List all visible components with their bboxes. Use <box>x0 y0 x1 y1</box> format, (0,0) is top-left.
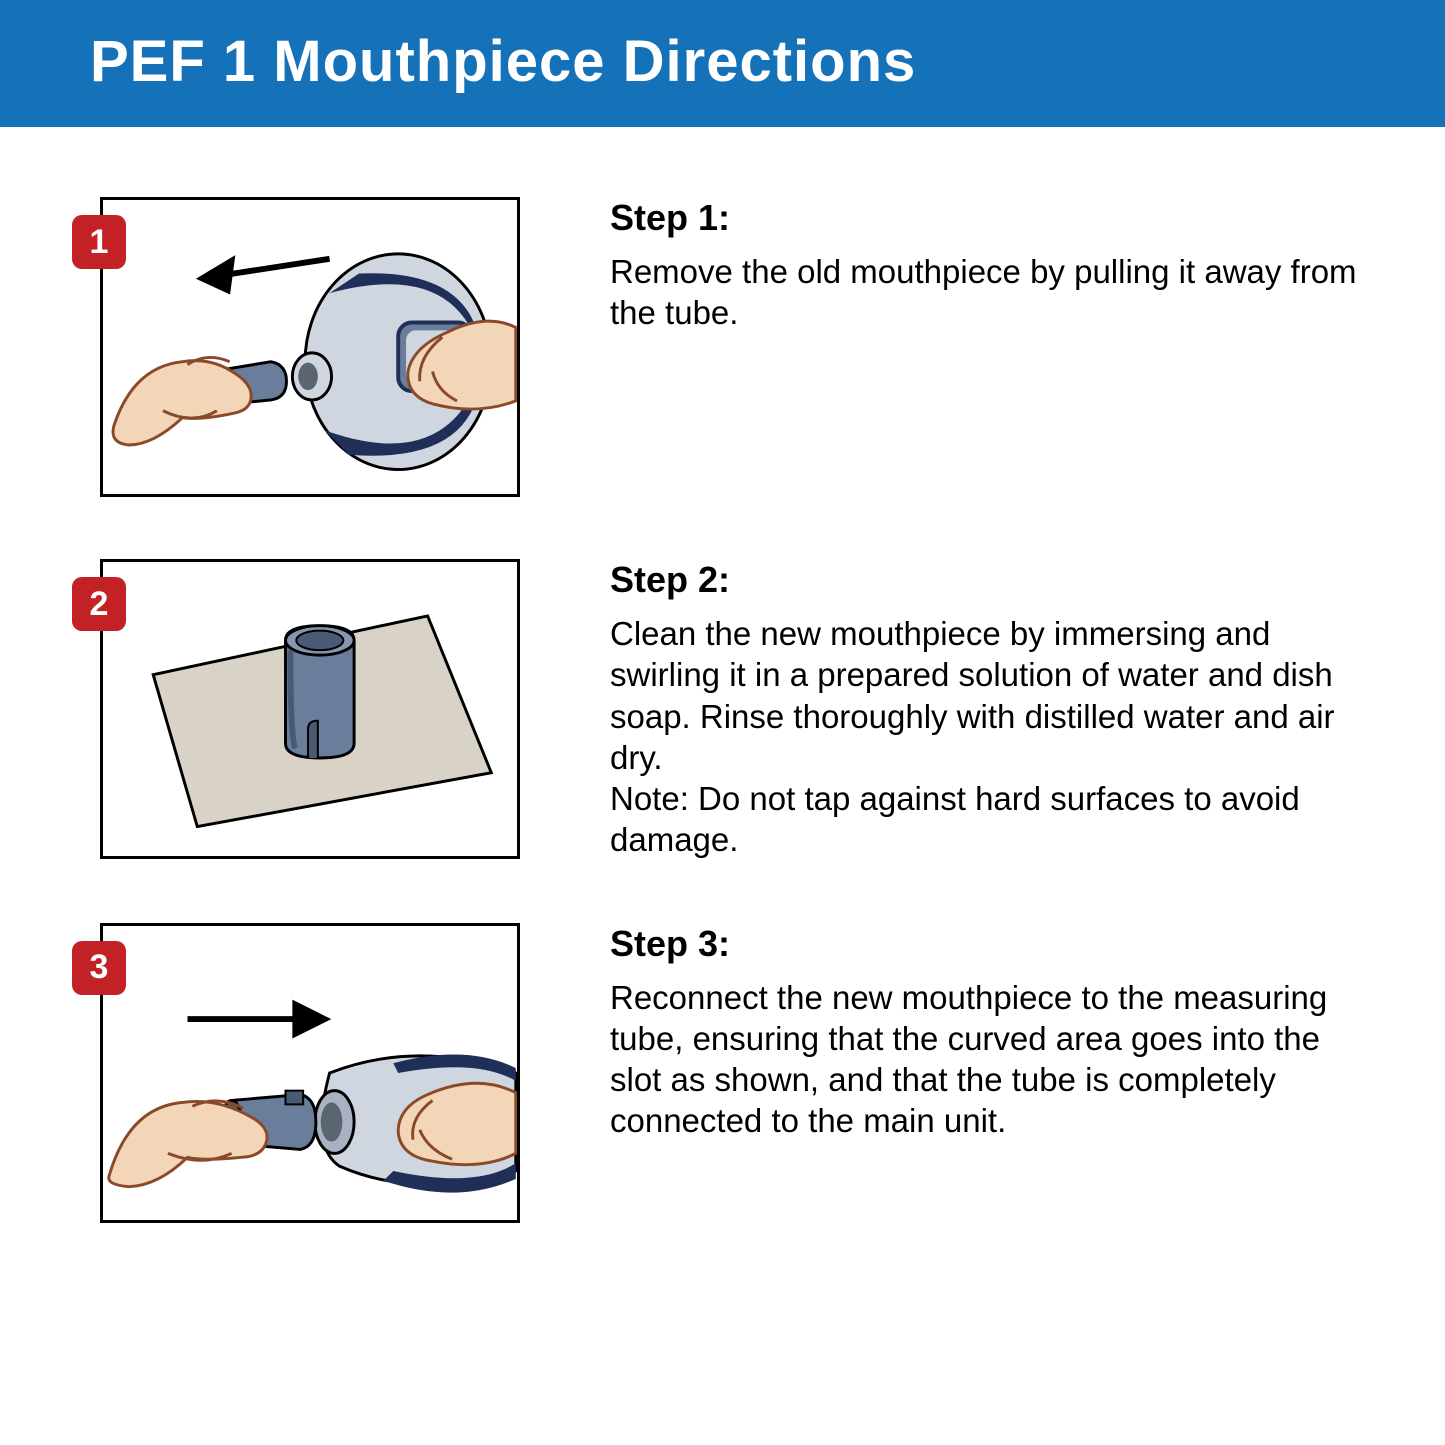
illustration-3 <box>100 923 520 1223</box>
illustration-1 <box>100 197 520 497</box>
step-title-2: Step 2: <box>610 559 1360 601</box>
title-banner: PEF 1 Mouthpiece Directions <box>0 0 1445 127</box>
step-body-1: Remove the old mouthpiece by pulling it … <box>610 251 1360 334</box>
step-row-1: 1 <box>100 197 1360 497</box>
content-area: 1 <box>0 127 1445 1223</box>
step-badge-3: 3 <box>72 941 126 995</box>
step-text-3: Step 3: Reconnect the new mouthpiece to … <box>610 923 1360 1142</box>
step-body-2: Clean the new mouthpiece by immersing an… <box>610 613 1360 861</box>
step-body-3: Reconnect the new mouthpiece to the meas… <box>610 977 1360 1142</box>
step-text-2: Step 2: Clean the new mouthpiece by imme… <box>610 559 1360 861</box>
step-badge-1: 1 <box>72 215 126 269</box>
step-text-1: Step 1: Remove the old mouthpiece by pul… <box>610 197 1360 334</box>
step-row-3: 3 <box>100 923 1360 1223</box>
step-title-3: Step 3: <box>610 923 1360 965</box>
illustration-2 <box>100 559 520 859</box>
step-title-1: Step 1: <box>610 197 1360 239</box>
step-row-2: 2 Step 2: Clean the new mouthpiece by <box>100 559 1360 861</box>
step-badge-2: 2 <box>72 577 126 631</box>
banner-title: PEF 1 Mouthpiece Directions <box>90 29 916 94</box>
